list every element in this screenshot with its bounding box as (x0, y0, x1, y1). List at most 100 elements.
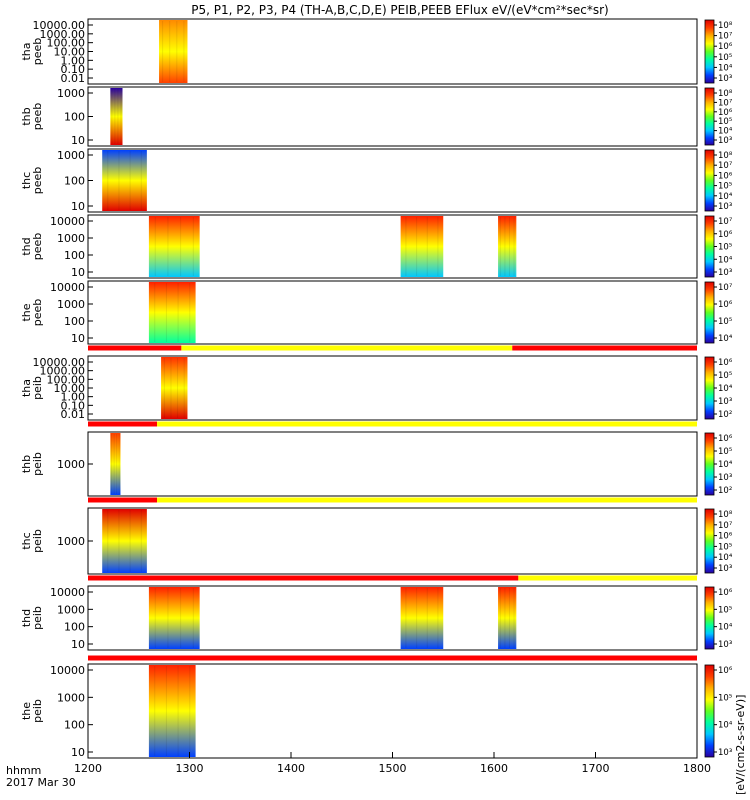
mode-bar (88, 345, 697, 351)
colorbar (704, 356, 715, 420)
spectrogram-block (400, 216, 444, 277)
colorbar (704, 215, 715, 278)
mode-bar (88, 655, 697, 661)
panel-product-label: peeb (31, 233, 44, 261)
y-tick-label: 100 (64, 315, 85, 328)
colorbar-tick-label: 10⁶ (718, 532, 733, 542)
colorbar-tick-label: 10³ (718, 640, 732, 650)
panel-frame (87, 585, 698, 651)
colorbar (704, 281, 715, 344)
x-axis: 1200 1300 1400 1500 1600 1700 1800 (74, 752, 711, 775)
colorbar-tick-label: 10² (718, 486, 732, 496)
y-tick-label: 1000 (57, 87, 85, 100)
x-tick-label: 1800 (683, 762, 711, 775)
y-tick-label: 100 (64, 175, 85, 188)
panel-product-label: peeb (31, 299, 44, 327)
colorbar-tick-label: 10⁵ (718, 447, 732, 457)
y-tick-label: 10000 (50, 664, 85, 677)
y-tick-label: 10000.00 (33, 356, 86, 369)
x-tick-label: 1300 (176, 762, 204, 775)
panel-probe-label: the (20, 303, 33, 321)
mode-bar-segment (88, 345, 182, 351)
y-tick-label: 1000 (57, 149, 85, 162)
y-tick-label: 10.00 (54, 382, 86, 395)
y-tick-label: 10000 (50, 215, 85, 228)
spectrogram-block (159, 20, 188, 83)
colorbar-tick-label: 10⁴ (718, 334, 733, 344)
y-tick-label: 10000 (50, 586, 85, 599)
y-tick-label: 1000 (57, 691, 85, 704)
colorbar-tick-label: 10³ (718, 564, 732, 574)
mode-bar-segment (181, 345, 513, 351)
spectrogram-block (148, 282, 196, 343)
x-tick-label: 1200 (74, 762, 102, 775)
colorbar-tick-label: 10⁶ (718, 434, 733, 444)
y-tick-label: 100.00 (47, 373, 86, 386)
y-tick-label: 1000 (57, 535, 85, 548)
colorbar-tick-label: 10⁵ (718, 243, 732, 253)
panel-probe-label: thd (20, 237, 33, 255)
colorbar-tick-label: 10⁵ (718, 693, 732, 703)
panel-probe-label: thc (20, 172, 33, 189)
y-tick-label: 10 (71, 266, 85, 279)
spectrogram-block (161, 357, 188, 419)
y-tick-label: 0.01 (61, 408, 86, 421)
colorbar-tick-label: 10⁶ (718, 230, 733, 240)
y-tick-label: 100.00 (47, 37, 86, 50)
colorbar (704, 508, 715, 574)
mode-bar (88, 575, 697, 581)
panel-product-label: peeb (31, 167, 44, 195)
colorbar-tick-label: 10³ (718, 268, 732, 278)
colorbar-tick-label: 10⁸ (718, 510, 733, 520)
colorbar-tick-label: 10⁵ (718, 605, 732, 615)
spectrogram-block (148, 587, 200, 649)
panel-product-label: peib (31, 699, 44, 723)
mode-bar (88, 421, 697, 427)
spectrogram-block (148, 216, 200, 277)
y-tick-label: 100 (64, 249, 85, 262)
colorbar-tick-label: 10⁴ (718, 553, 733, 563)
colorbar-tick-label: 10³ (718, 473, 732, 483)
colorbar-tick-label: 10² (718, 410, 732, 420)
panel-probe-label: thd (20, 609, 33, 627)
panel-probe-label: the (20, 702, 33, 720)
mode-bar-segment (157, 421, 697, 427)
x-axis-label-date: 2017 Mar 30 (6, 776, 76, 789)
mode-bar-segment (512, 345, 697, 351)
x-tick-label: 1600 (480, 762, 508, 775)
y-tick-label: 1.00 (61, 391, 86, 404)
colorbar-tick-label: 10⁶ (718, 588, 733, 598)
y-tick-label: 10 (71, 332, 85, 345)
y-tick-label: 10 (71, 134, 85, 147)
colorbar-tick-label: 10³ (718, 397, 732, 407)
panel-frame (87, 86, 698, 147)
panel-probe-label: thb (20, 107, 33, 125)
colorbar-tick-label: 10⁸ (718, 21, 733, 31)
colorbar-tick-label: 10⁵ (718, 117, 732, 127)
colorbar-tick-label: 10³ (718, 202, 732, 212)
colorbar-tick-label: 10⁷ (718, 283, 733, 293)
colorbar-tick-label: 10⁸ (718, 89, 733, 99)
panel-frame (87, 280, 698, 345)
y-tick-label: 10 (71, 200, 85, 213)
colorbar-tick-label: 10⁶ (718, 300, 733, 310)
colorbar-tick-label: 10⁵ (718, 317, 732, 327)
y-tick-label: 100 (64, 719, 85, 732)
colorbar-tick-label: 10³ (718, 74, 732, 84)
y-tick-label: 1000 (57, 603, 85, 616)
y-tick-label: 10 (71, 638, 85, 651)
colorbar-tick-label: 10⁴ (718, 63, 733, 73)
panel-product-label: peeb (31, 103, 44, 131)
colorbar-tick-label: 10⁷ (718, 98, 733, 108)
colorbar (704, 19, 715, 84)
colorbar (704, 586, 715, 650)
mode-bar-segment (88, 421, 158, 427)
colorbar-tick-label: 10⁶ (718, 666, 733, 676)
colorbar-tick-label: 10⁴ (718, 460, 733, 470)
